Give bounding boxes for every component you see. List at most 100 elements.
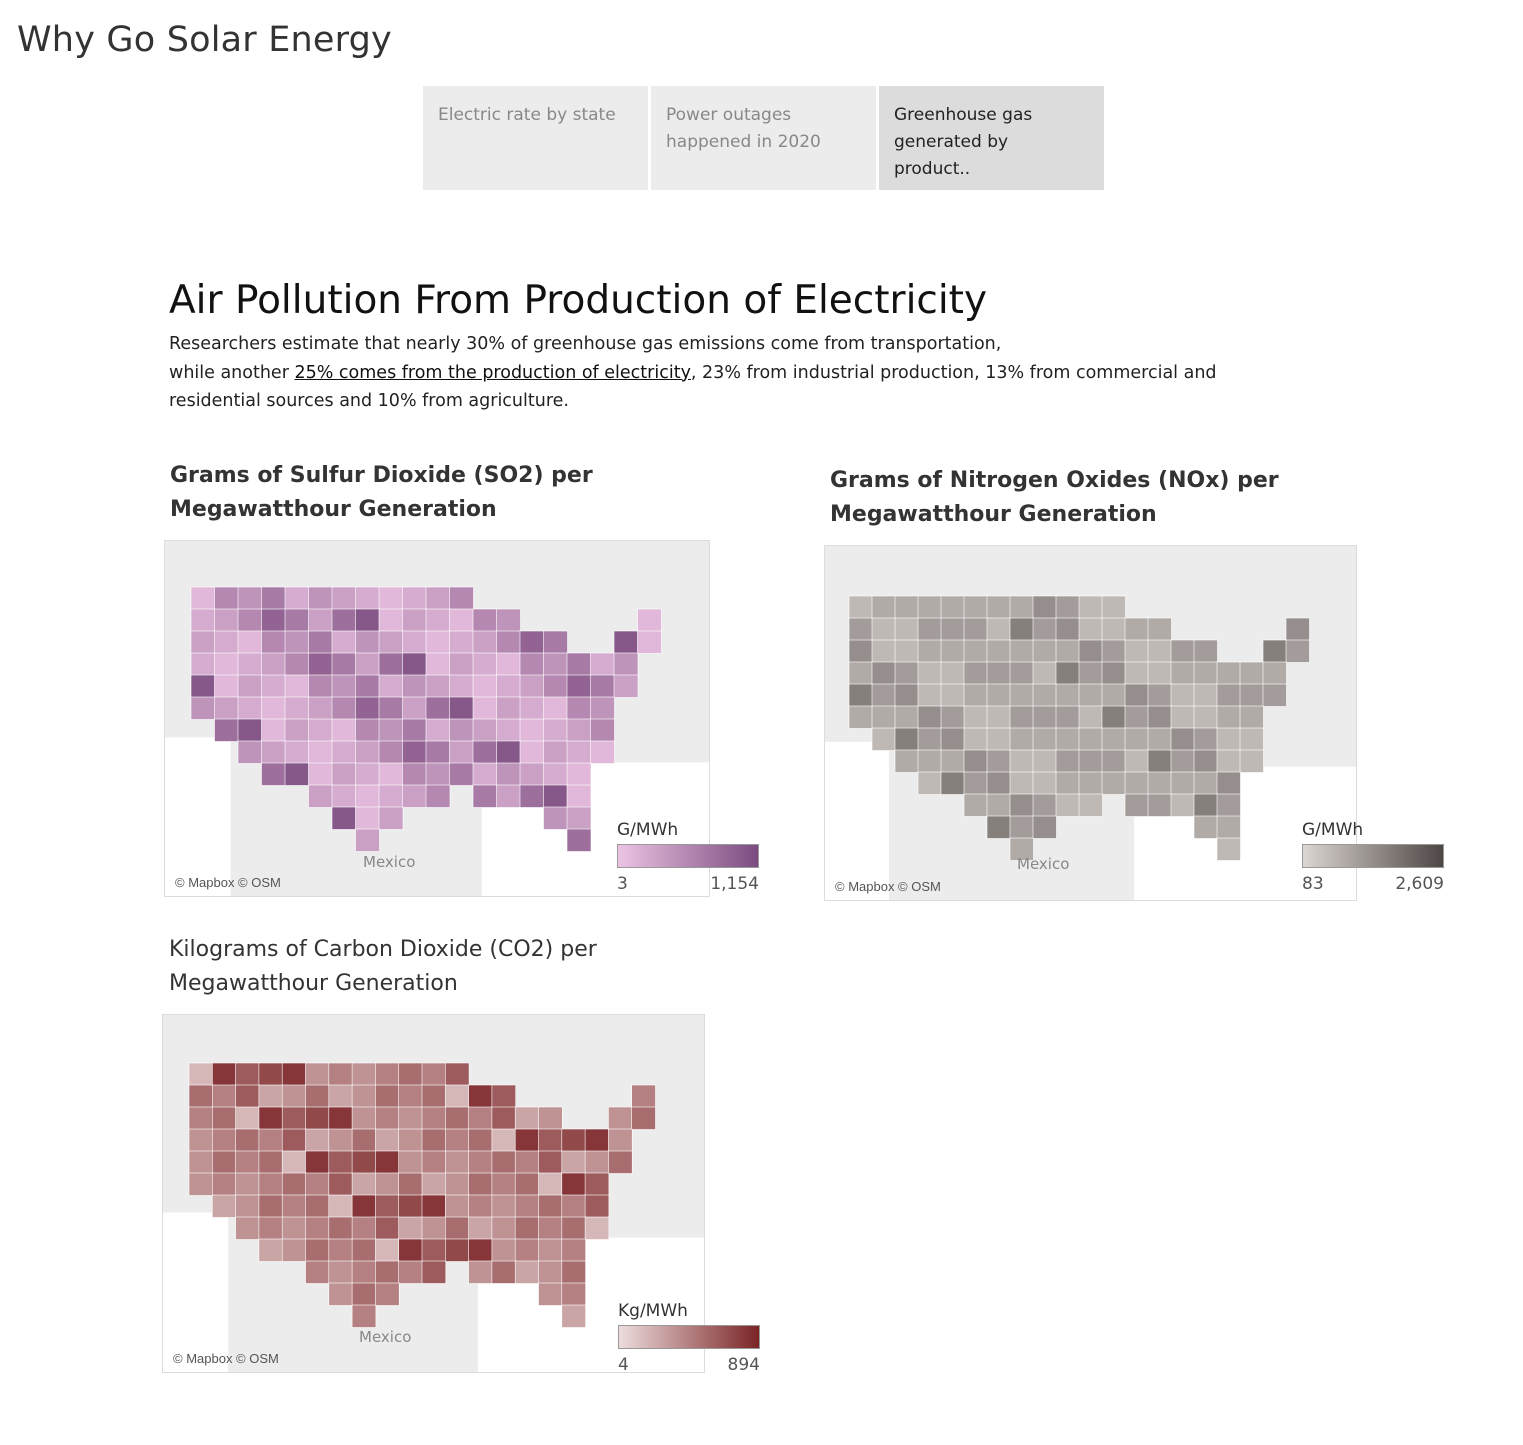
state-region[interactable] <box>402 740 427 764</box>
state-region[interactable] <box>561 1238 586 1262</box>
state-region[interactable] <box>1124 661 1149 685</box>
state-region[interactable] <box>472 762 498 786</box>
state-region[interactable] <box>214 586 239 610</box>
state-region[interactable] <box>188 1150 214 1174</box>
state-region[interactable] <box>188 1106 214 1130</box>
state-region[interactable] <box>584 1150 610 1174</box>
state-region[interactable] <box>986 617 1011 641</box>
state-region[interactable] <box>543 696 568 720</box>
state-region[interactable] <box>331 740 357 764</box>
state-region[interactable] <box>468 1172 493 1196</box>
state-region[interactable] <box>351 1084 377 1108</box>
state-region[interactable] <box>449 630 474 654</box>
state-region[interactable] <box>514 1216 540 1240</box>
state-region[interactable] <box>188 1128 214 1152</box>
state-region[interactable] <box>305 1216 330 1240</box>
state-region[interactable] <box>986 815 1011 839</box>
state-region[interactable] <box>894 705 919 729</box>
state-region[interactable] <box>305 1260 330 1284</box>
state-region[interactable] <box>331 608 357 632</box>
state-region[interactable] <box>398 1084 423 1108</box>
state-region[interactable] <box>237 696 263 720</box>
state-region[interactable] <box>1078 771 1103 795</box>
state-region[interactable] <box>468 1084 493 1108</box>
state-region[interactable] <box>355 784 380 808</box>
state-region[interactable] <box>398 1128 423 1152</box>
state-region[interactable] <box>331 784 357 808</box>
state-region[interactable] <box>940 749 965 773</box>
state-region[interactable] <box>561 1172 586 1196</box>
state-region[interactable] <box>986 595 1011 619</box>
state-region[interactable] <box>1055 727 1080 751</box>
state-region[interactable] <box>1239 727 1264 751</box>
state-region[interactable] <box>590 696 615 720</box>
state-region[interactable] <box>917 617 942 641</box>
state-region[interactable] <box>894 749 919 773</box>
state-region[interactable] <box>355 630 380 654</box>
state-region[interactable] <box>378 718 404 742</box>
state-region[interactable] <box>1147 749 1172 773</box>
state-region[interactable] <box>848 595 873 619</box>
state-region[interactable] <box>328 1106 353 1130</box>
state-region[interactable] <box>355 696 380 720</box>
state-region[interactable] <box>214 696 239 720</box>
state-region[interactable] <box>1147 705 1172 729</box>
state-region[interactable] <box>1147 683 1172 707</box>
state-region[interactable] <box>351 1216 377 1240</box>
state-region[interactable] <box>1009 617 1034 641</box>
state-region[interactable] <box>543 740 568 764</box>
state-region[interactable] <box>940 617 965 641</box>
state-region[interactable] <box>1147 617 1172 641</box>
state-region[interactable] <box>378 784 404 808</box>
state-region[interactable] <box>444 1216 470 1240</box>
state-region[interactable] <box>355 608 380 632</box>
state-region[interactable] <box>561 1216 586 1240</box>
state-region[interactable] <box>1009 639 1034 663</box>
state-region[interactable] <box>235 1216 260 1240</box>
state-region[interactable] <box>425 740 451 764</box>
state-region[interactable] <box>421 1216 447 1240</box>
state-region[interactable] <box>425 608 451 632</box>
state-region[interactable] <box>188 1172 214 1196</box>
state-region[interactable] <box>214 630 239 654</box>
state-region[interactable] <box>308 674 333 698</box>
state-region[interactable] <box>1055 793 1080 817</box>
state-region[interactable] <box>375 1128 400 1152</box>
state-region[interactable] <box>538 1172 563 1196</box>
state-region[interactable] <box>211 1194 237 1218</box>
state-region[interactable] <box>305 1238 330 1262</box>
state-region[interactable] <box>331 630 357 654</box>
state-region[interactable] <box>351 1150 377 1174</box>
state-region[interactable] <box>1078 705 1103 729</box>
state-region[interactable] <box>1055 683 1080 707</box>
state-region[interactable] <box>1124 727 1149 751</box>
state-region[interactable] <box>871 595 896 619</box>
state-region[interactable] <box>398 1238 423 1262</box>
state-region[interactable] <box>375 1216 400 1240</box>
state-region[interactable] <box>305 1128 330 1152</box>
state-region[interactable] <box>963 727 988 751</box>
electricity-source-link[interactable]: 25% comes from the production of electri… <box>294 362 691 383</box>
state-region[interactable] <box>284 652 310 676</box>
state-region[interactable] <box>328 1238 353 1262</box>
state-region[interactable] <box>444 1172 470 1196</box>
state-region[interactable] <box>538 1238 563 1262</box>
state-region[interactable] <box>281 1128 307 1152</box>
state-region[interactable] <box>305 1172 330 1196</box>
state-region[interactable] <box>1124 705 1149 729</box>
state-region[interactable] <box>1009 705 1034 729</box>
nox-map[interactable]: Mexico © Mapbox © OSM <box>824 545 1357 901</box>
state-region[interactable] <box>328 1260 353 1284</box>
state-region[interactable] <box>538 1282 563 1306</box>
state-region[interactable] <box>1193 815 1218 839</box>
state-region[interactable] <box>1193 639 1218 663</box>
state-region[interactable] <box>425 696 451 720</box>
state-region[interactable] <box>421 1172 447 1196</box>
state-region[interactable] <box>1101 727 1126 751</box>
state-region[interactable] <box>378 762 404 786</box>
state-region[interactable] <box>421 1150 447 1174</box>
state-region[interactable] <box>355 674 380 698</box>
state-region[interactable] <box>519 718 545 742</box>
state-region[interactable] <box>449 740 474 764</box>
state-region[interactable] <box>331 806 357 830</box>
